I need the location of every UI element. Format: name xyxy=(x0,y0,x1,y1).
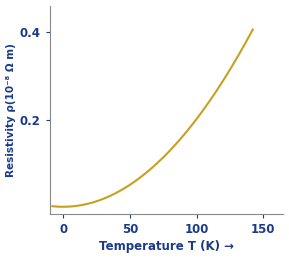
Y-axis label: Resistivity ρ(10⁻⁸ Ω m): Resistivity ρ(10⁻⁸ Ω m) xyxy=(5,43,16,177)
X-axis label: Temperature T (K) →: Temperature T (K) → xyxy=(99,240,234,254)
